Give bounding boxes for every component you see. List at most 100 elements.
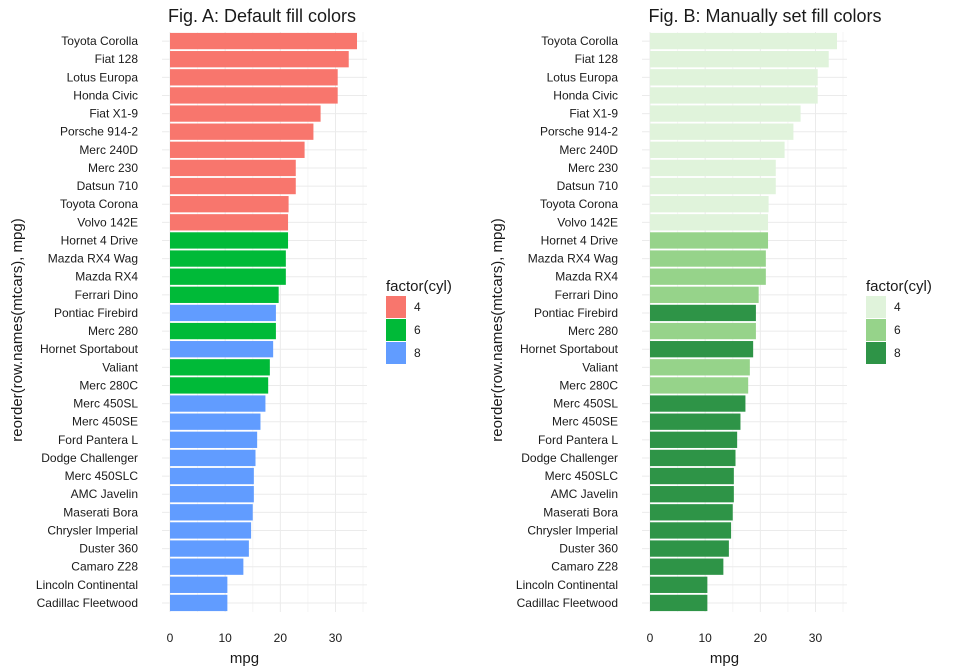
category-label: Merc 280 bbox=[88, 324, 138, 338]
category-label: Porsche 914-2 bbox=[540, 125, 618, 139]
category-labels: Toyota Corolla Fiat 128 Lotus Europa Honda … bbox=[516, 34, 619, 610]
bar bbox=[650, 141, 785, 158]
bar bbox=[650, 486, 734, 503]
bar bbox=[170, 467, 254, 485]
category-label: AMC Javelin bbox=[551, 487, 618, 501]
category-label: Mazda RX4 bbox=[75, 270, 138, 284]
bar bbox=[650, 123, 794, 140]
x-tick-label: 0 bbox=[647, 631, 654, 645]
legend-key bbox=[386, 342, 406, 364]
category-label: Dodge Challenger bbox=[521, 451, 618, 465]
bar bbox=[650, 214, 769, 231]
category-label: Merc 450SL bbox=[73, 397, 138, 411]
bar bbox=[170, 522, 252, 539]
bar bbox=[650, 177, 776, 195]
category-label: Porsche 914-2 bbox=[60, 125, 138, 139]
bar bbox=[170, 341, 274, 358]
category-label: Ford Pantera L bbox=[538, 433, 618, 447]
bar bbox=[650, 359, 750, 376]
legend-key bbox=[386, 319, 406, 341]
bar bbox=[170, 377, 269, 394]
category-label: Fiat 128 bbox=[575, 52, 619, 66]
bar bbox=[170, 250, 286, 267]
bar bbox=[650, 268, 766, 285]
category-label: Lotus Europa bbox=[67, 70, 139, 84]
bar bbox=[170, 359, 270, 376]
bar bbox=[170, 69, 338, 86]
bar bbox=[650, 304, 756, 322]
bar bbox=[650, 322, 756, 340]
legend-label: 6 bbox=[894, 323, 901, 337]
category-label: Merc 280 bbox=[568, 324, 618, 338]
category-label: Merc 240D bbox=[559, 143, 618, 157]
x-tick-label: 20 bbox=[754, 631, 768, 645]
bar bbox=[170, 431, 258, 448]
bar bbox=[170, 558, 244, 575]
bar bbox=[170, 51, 349, 68]
bar bbox=[650, 105, 801, 122]
x-tick-labels: 0 10 20 30 bbox=[167, 631, 343, 645]
legend-label: 8 bbox=[414, 346, 421, 360]
bar bbox=[170, 177, 296, 195]
category-label: Volvo 142E bbox=[77, 215, 138, 229]
category-label: Merc 240D bbox=[79, 143, 138, 157]
category-label: Duster 360 bbox=[79, 542, 138, 556]
x-tick-label: 20 bbox=[274, 631, 288, 645]
bar bbox=[650, 51, 829, 68]
bar bbox=[170, 504, 253, 521]
panel-a: Toyota Corolla Fiat 128 Lotus Europa Honda … bbox=[9, 6, 452, 667]
category-label: Merc 450SL bbox=[553, 397, 618, 411]
category-label: Merc 450SLC bbox=[545, 469, 619, 483]
category-label: Cadillac Fleetwood bbox=[517, 596, 618, 610]
category-label: Lotus Europa bbox=[547, 70, 619, 84]
legend-key bbox=[866, 296, 886, 318]
x-tick-label: 10 bbox=[698, 631, 712, 645]
category-label: Hornet 4 Drive bbox=[541, 233, 619, 247]
x-tick-labels: 0 10 20 30 bbox=[647, 631, 823, 645]
bar bbox=[650, 159, 776, 177]
legend-label: 4 bbox=[414, 300, 421, 314]
bar bbox=[170, 105, 321, 122]
category-label: Merc 450SE bbox=[72, 415, 138, 429]
chart-title: Fig. A: Default fill colors bbox=[168, 6, 356, 26]
legend-key bbox=[866, 319, 886, 341]
category-label: Fiat X1-9 bbox=[569, 107, 618, 121]
category-label: Mazda RX4 Wag bbox=[528, 252, 618, 266]
category-label: Cadillac Fleetwood bbox=[37, 596, 138, 610]
x-tick-label: 10 bbox=[218, 631, 232, 645]
bar bbox=[650, 522, 732, 539]
bar bbox=[650, 413, 741, 430]
x-tick-label: 30 bbox=[809, 631, 823, 645]
category-label: Fiat 128 bbox=[95, 52, 139, 66]
bar bbox=[170, 214, 289, 231]
bar bbox=[650, 594, 708, 612]
legend-label: 4 bbox=[894, 300, 901, 314]
category-label: Maserati Bora bbox=[543, 505, 618, 519]
bar bbox=[650, 504, 733, 521]
category-labels: Toyota Corolla Fiat 128 Lotus Europa Honda … bbox=[36, 34, 139, 610]
legend-key bbox=[386, 296, 406, 318]
category-label: Hornet Sportabout bbox=[520, 342, 619, 356]
category-label: Lincoln Continental bbox=[36, 578, 138, 592]
legend: factor(cyl) 4 6 8 bbox=[866, 278, 932, 364]
bar bbox=[170, 540, 249, 557]
category-label: Merc 450SE bbox=[552, 415, 618, 429]
bar bbox=[170, 123, 314, 140]
category-label: Merc 230 bbox=[568, 161, 618, 175]
category-label: Chrysler Imperial bbox=[527, 523, 618, 537]
x-tick-label: 30 bbox=[329, 631, 343, 645]
bar bbox=[170, 449, 256, 467]
category-label: Ford Pantera L bbox=[58, 433, 138, 447]
y-axis-title: reorder(row.names(mtcars), mpg) bbox=[9, 218, 26, 441]
bar bbox=[170, 159, 296, 177]
bar bbox=[650, 558, 724, 575]
y-axis-title: reorder(row.names(mtcars), mpg) bbox=[489, 218, 506, 441]
bar bbox=[650, 395, 746, 412]
category-label: Camaro Z28 bbox=[71, 560, 138, 574]
category-label: Ferrari Dino bbox=[75, 288, 139, 302]
category-label: Merc 230 bbox=[88, 161, 138, 175]
bar bbox=[170, 141, 305, 158]
bar bbox=[170, 32, 358, 50]
bar bbox=[650, 377, 749, 394]
category-label: Datsun 710 bbox=[77, 179, 139, 193]
